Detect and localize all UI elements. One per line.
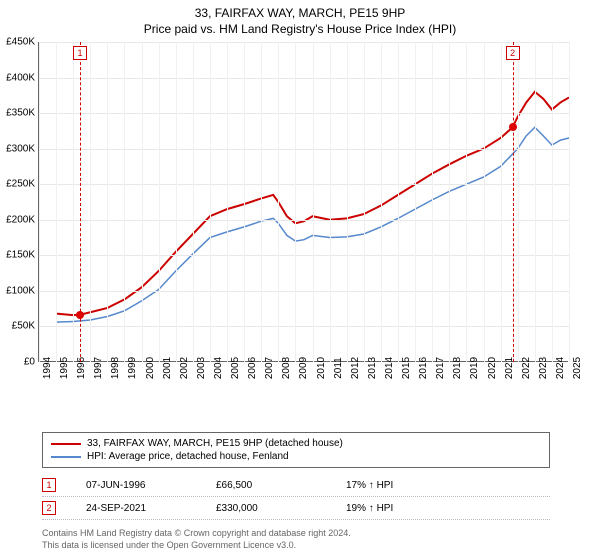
x-tick: 1999 [127, 357, 138, 379]
legend-swatch [51, 443, 81, 445]
x-tick: 2003 [196, 357, 207, 379]
y-tick: £350K [0, 108, 35, 119]
x-tick: 1998 [110, 357, 121, 379]
x-tick: 2013 [367, 357, 378, 379]
x-tick: 1995 [59, 357, 70, 379]
footer-line1: Contains HM Land Registry data © Crown c… [42, 528, 550, 540]
plot-area: £0£50K£100K£150K£200K£250K£300K£350K£400… [38, 42, 568, 362]
chart-svg [39, 42, 569, 362]
x-tick: 2009 [298, 357, 309, 379]
x-tick: 2005 [230, 357, 241, 379]
x-tick: 1997 [93, 357, 104, 379]
sale-marker-index: 2 [506, 46, 520, 60]
x-tick: 2008 [281, 357, 292, 379]
sale-price: £66,500 [216, 480, 346, 491]
sales-table: 1 07-JUN-1996£66,50017% ↑ HPI 2 24-SEP-2021… [42, 474, 550, 520]
x-tick: 2022 [521, 357, 532, 379]
legend-label: 33, FAIRFAX WAY, MARCH, PE15 9HP (detach… [87, 438, 343, 449]
legend: 33, FAIRFAX WAY, MARCH, PE15 9HP (detach… [42, 432, 550, 468]
x-tick: 2023 [538, 357, 549, 379]
x-tick: 2001 [162, 357, 173, 379]
x-tick: 2014 [384, 357, 395, 379]
y-tick: £450K [0, 37, 35, 48]
sale-marker-dot [76, 311, 84, 319]
legend-swatch [51, 456, 81, 458]
legend-label: HPI: Average price, detached house, Fenl… [87, 451, 289, 462]
sale-delta: 17% ↑ HPI [346, 480, 476, 491]
sale-price: £330,000 [216, 503, 346, 514]
x-tick: 2018 [452, 357, 463, 379]
x-tick: 1996 [76, 357, 87, 379]
y-tick: £300K [0, 143, 35, 154]
x-tick: 2011 [333, 357, 344, 379]
title-subtitle: Price paid vs. HM Land Registry's House … [0, 22, 600, 36]
x-tick: 2002 [179, 357, 190, 379]
y-tick: £50K [0, 321, 35, 332]
chart: £0£50K£100K£150K£200K£250K£300K£350K£400… [38, 42, 598, 392]
x-tick: 2024 [555, 357, 566, 379]
x-tick: 2000 [145, 357, 156, 379]
x-tick: 2017 [435, 357, 446, 379]
sale-index: 2 [42, 501, 56, 515]
sale-date: 24-SEP-2021 [86, 503, 216, 514]
x-tick: 2007 [264, 357, 275, 379]
y-tick: £0 [0, 357, 35, 368]
x-tick: 2015 [401, 357, 412, 379]
footer-line2: This data is licensed under the Open Gov… [42, 540, 550, 552]
y-tick: £100K [0, 285, 35, 296]
sale-marker-dot [509, 123, 517, 131]
title-address: 33, FAIRFAX WAY, MARCH, PE15 9HP [0, 6, 600, 20]
y-tick: £200K [0, 214, 35, 225]
legend-item: 33, FAIRFAX WAY, MARCH, PE15 9HP (detach… [51, 437, 541, 450]
sale-row: 1 07-JUN-1996£66,50017% ↑ HPI [42, 474, 550, 497]
x-tick: 2019 [469, 357, 480, 379]
sale-marker-line [513, 42, 514, 362]
sale-date: 07-JUN-1996 [86, 480, 216, 491]
x-tick: 2020 [487, 357, 498, 379]
y-tick: £400K [0, 72, 35, 83]
x-tick: 2016 [418, 357, 429, 379]
y-tick: £150K [0, 250, 35, 261]
x-tick: 2012 [350, 357, 361, 379]
sale-row: 2 24-SEP-2021£330,00019% ↑ HPI [42, 497, 550, 520]
sale-delta: 19% ↑ HPI [346, 503, 476, 514]
footer: Contains HM Land Registry data © Crown c… [42, 528, 550, 551]
x-tick: 2025 [572, 357, 583, 379]
sale-index: 1 [42, 478, 56, 492]
x-tick: 2004 [213, 357, 224, 379]
x-tick: 2006 [247, 357, 258, 379]
legend-item: HPI: Average price, detached house, Fenl… [51, 450, 541, 463]
sale-marker-index: 1 [73, 46, 87, 60]
y-tick: £250K [0, 179, 35, 190]
x-tick: 1994 [42, 357, 53, 379]
x-tick: 2010 [316, 357, 327, 379]
